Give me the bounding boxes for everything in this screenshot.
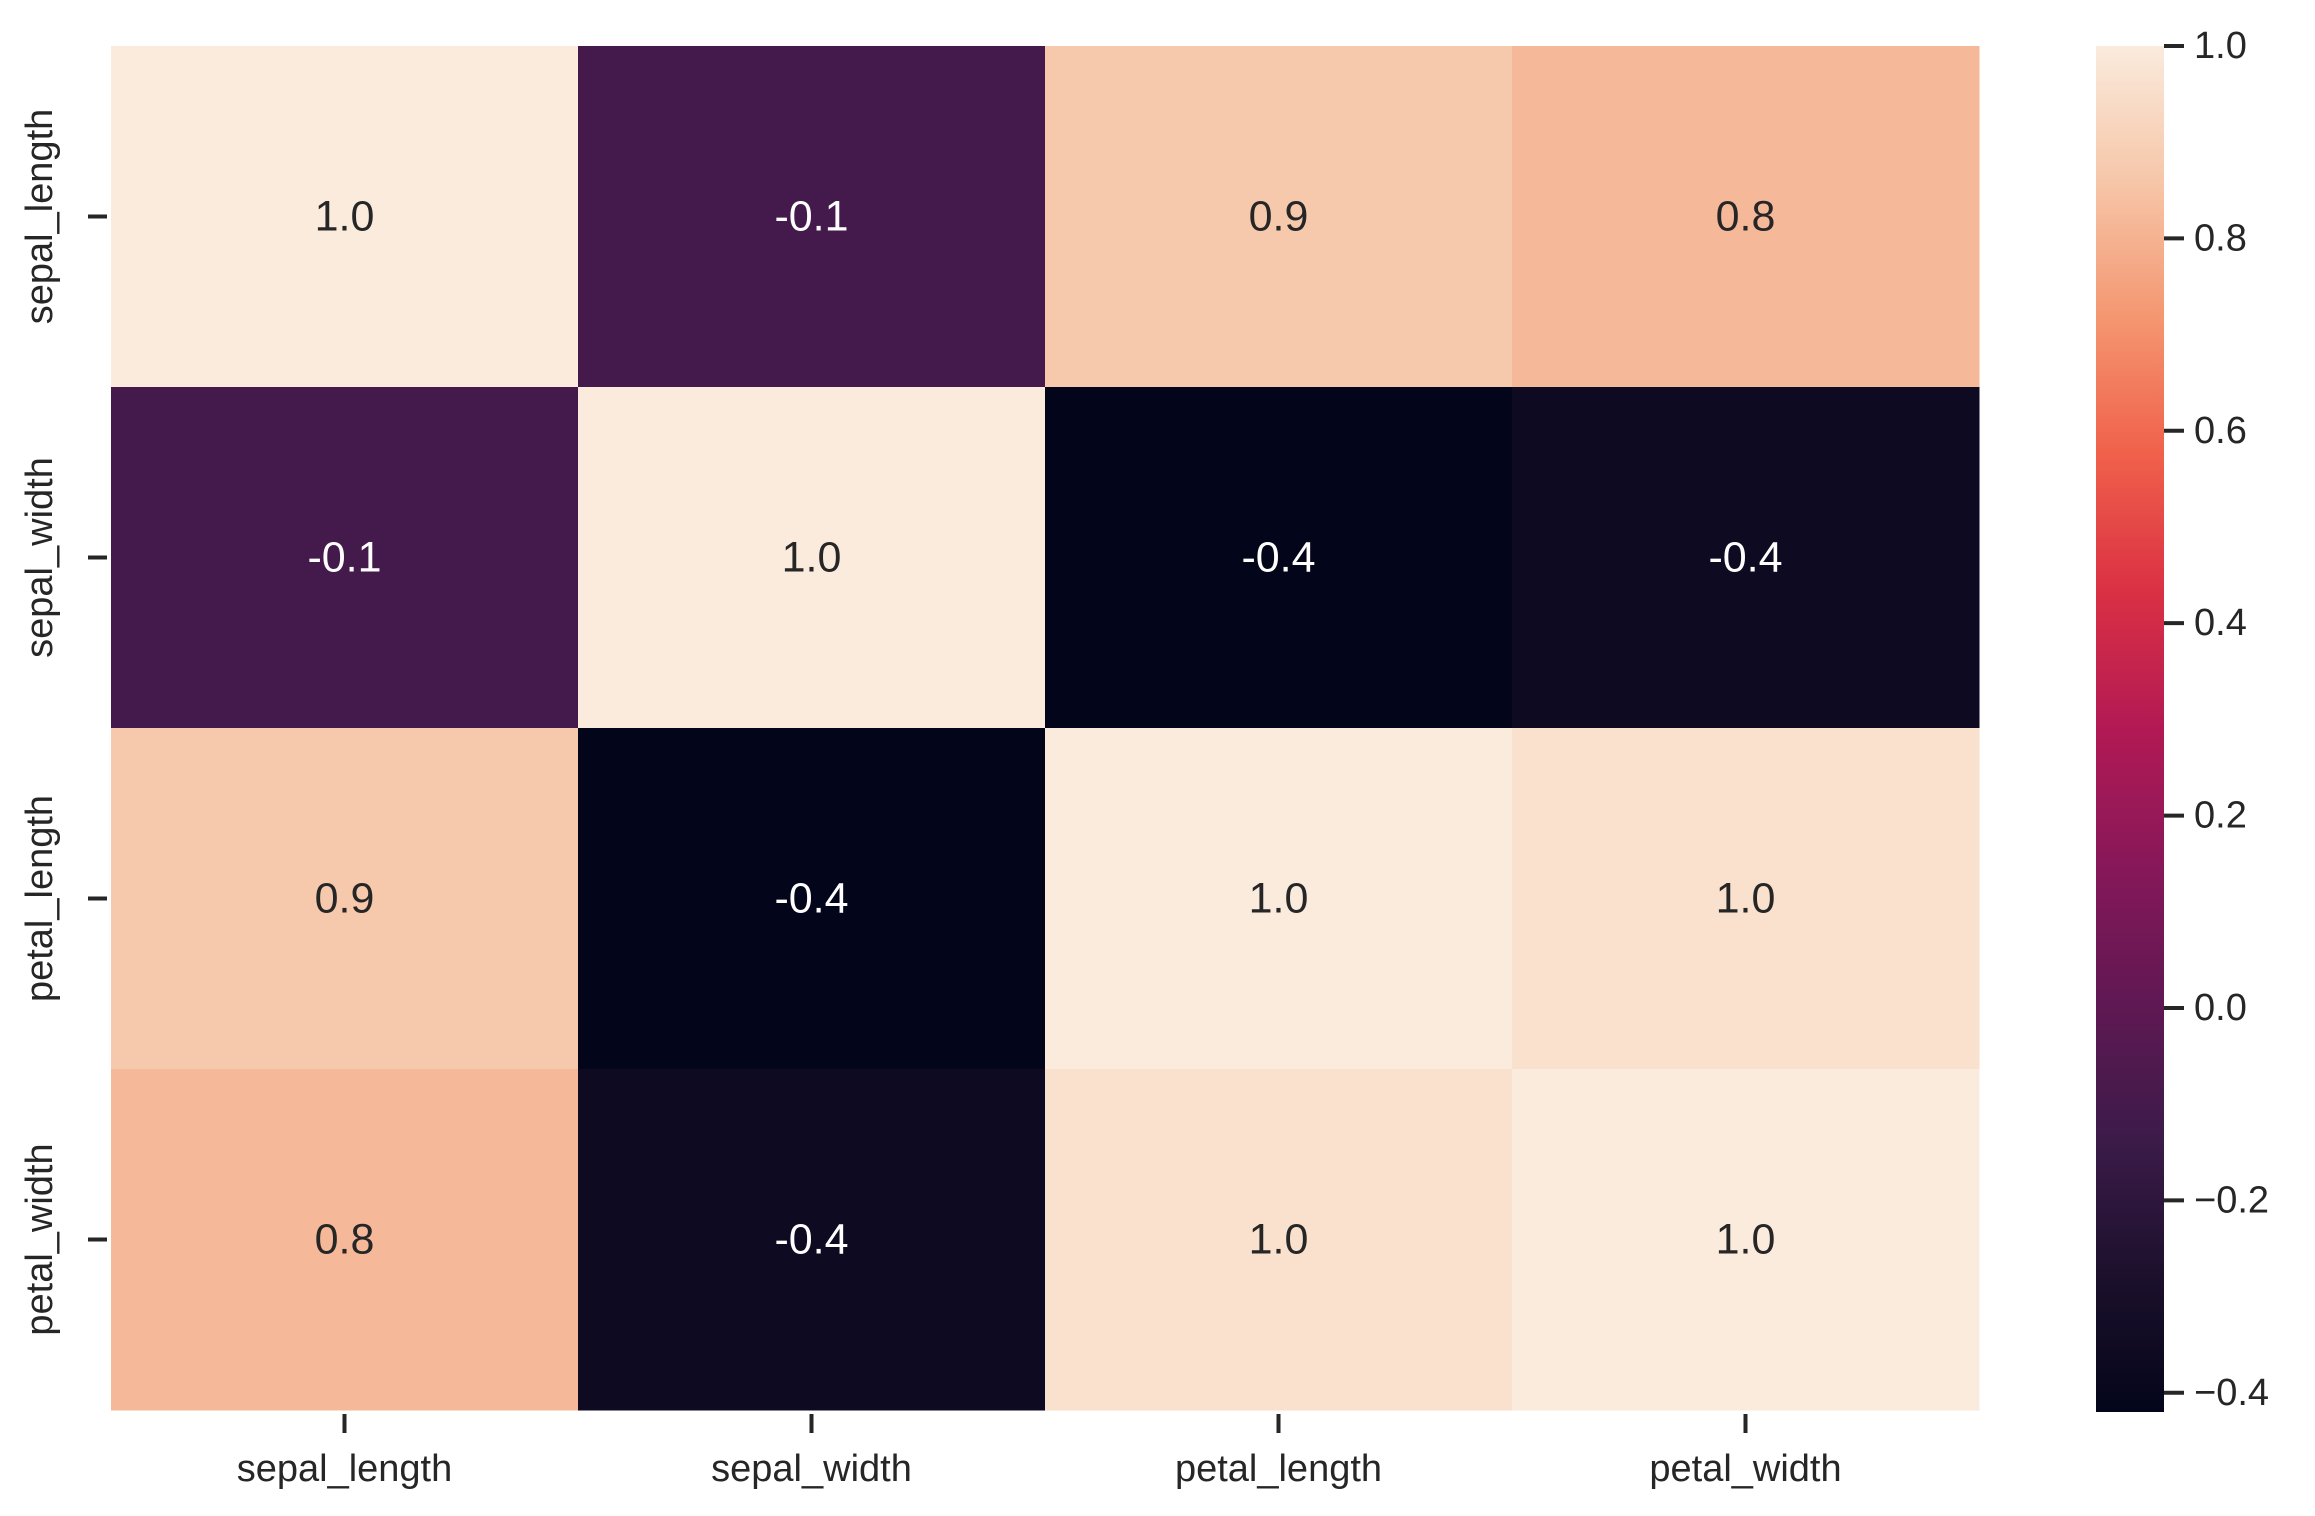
cell-annotation: -0.4 — [774, 875, 848, 923]
y-tick-label: sepal_length — [19, 109, 61, 325]
colorbar-tick-label: 0.2 — [2194, 795, 2247, 837]
heatmap-cell — [1512, 46, 1980, 388]
cell-annotation: 0.8 — [1716, 193, 1776, 241]
heatmap-cell — [1045, 46, 1513, 388]
colorbar-tick-label: 0.6 — [2194, 410, 2247, 452]
cell-annotation: -0.4 — [1241, 534, 1315, 582]
colorbar: −0.4 −0.2 0.0 0.2 0.4 0.6 0.8 1.0 — [2096, 25, 2269, 1414]
cell-annotation: 1.0 — [315, 193, 375, 241]
heatmap-cell — [1045, 1069, 1513, 1411]
y-axis: sepal_length sepal_width petal_lengthpetal… — [19, 109, 107, 1336]
heatmap-cell — [578, 1069, 1046, 1411]
cell-annotation: -0.4 — [1708, 534, 1782, 582]
heatmap-cell — [1512, 1069, 1980, 1411]
x-axis: sepal_length sepal_width petal_length petal… — [237, 1414, 1842, 1490]
y-tick-label: petal_width — [19, 1143, 61, 1335]
heatmap-cells — [111, 46, 1980, 1411]
x-tick-label: petal_length — [1175, 1448, 1382, 1490]
cell-annotation: 0.9 — [315, 875, 375, 923]
colorbar-tick-label: −0.2 — [2194, 1179, 2269, 1221]
heatmap-cell — [578, 387, 1046, 729]
cell-annotation: 1.0 — [1716, 1216, 1776, 1264]
heatmap-cell — [111, 46, 579, 388]
x-tick-label: sepal_width — [711, 1448, 912, 1490]
y-tick-label: petal_length — [19, 795, 61, 1002]
heatmap-cell — [1512, 387, 1980, 729]
cell-annotation: 1.0 — [1249, 875, 1309, 923]
x-tick-label: sepal_length — [237, 1448, 453, 1490]
colorbar-tick-label: 0.8 — [2194, 217, 2247, 259]
heatmap-cell — [111, 728, 579, 1070]
cell-annotation: 1.0 — [1249, 1216, 1309, 1264]
colorbar-tick-label: 0.0 — [2194, 987, 2247, 1029]
cell-annotations: 1.0 -0.1 0.9 0.8 -0.1 1.0 -0.4 -0.4 0.9 -0.4 1.0 1.… — [307, 193, 1782, 1264]
cell-annotation: 1.0 — [1716, 875, 1776, 923]
heatmap-cell — [578, 728, 1046, 1070]
cell-annotation: 1.0 — [782, 534, 842, 582]
cell-annotation: 0.8 — [315, 1216, 375, 1264]
heatmap-cell — [111, 387, 579, 729]
heatmap-cell — [1512, 728, 1980, 1070]
colorbar-gradient — [2096, 46, 2164, 1412]
heatmap-cell — [111, 1069, 579, 1411]
cell-annotation: -0.4 — [774, 1216, 848, 1264]
cell-annotation: 0.9 — [1249, 193, 1309, 241]
colorbar-tick-label: −0.4 — [2194, 1372, 2269, 1414]
colorbar-tick-label: 1.0 — [2194, 25, 2247, 67]
heatmap-cell — [578, 46, 1046, 388]
heatmap-cell — [1045, 387, 1513, 729]
y-tick-label: sepal_width — [19, 457, 61, 658]
colorbar-tick-label: 0.4 — [2194, 602, 2247, 644]
heatmap-cell — [1045, 728, 1513, 1070]
cell-annotation: -0.1 — [774, 193, 848, 241]
cell-annotation: -0.1 — [307, 534, 381, 582]
x-tick-label: petal_width — [1649, 1448, 1841, 1490]
